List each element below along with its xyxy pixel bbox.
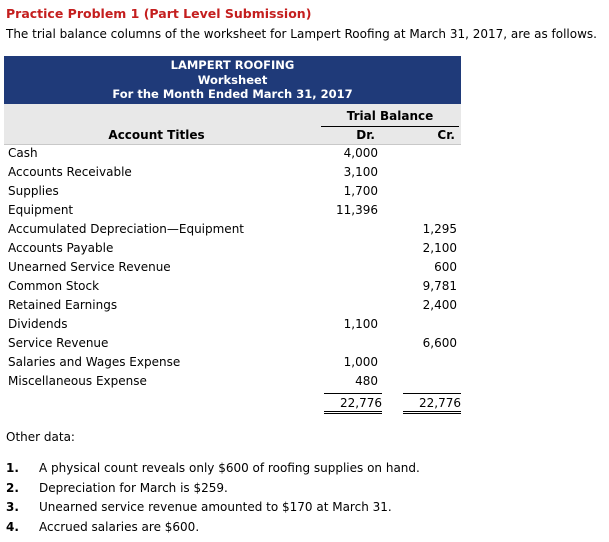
- table-row: Accumulated Depreciation—Equipment 1,295: [4, 220, 461, 239]
- account-title: Common Stock: [8, 279, 100, 293]
- table-row: Retained Earnings 2,400: [4, 296, 461, 315]
- credit-amount: 600: [434, 260, 457, 274]
- account-title: Service Revenue: [8, 336, 109, 350]
- total-credit: 22,776: [403, 393, 461, 414]
- table-row: Supplies 1,700: [4, 182, 461, 201]
- item-text: Depreciation for March is $259.: [39, 480, 228, 495]
- credit-amount: 6,600: [422, 336, 457, 350]
- item-number: 1.: [6, 461, 19, 475]
- table-row: Service Revenue 6,600: [4, 334, 461, 353]
- debit-amount: 3,100: [343, 165, 378, 179]
- item-number: 4.: [6, 519, 19, 534]
- table-row: Equipment 11,396: [4, 201, 461, 220]
- account-title: Salaries and Wages Expense: [8, 355, 181, 369]
- credit-amount: 1,295: [422, 222, 457, 236]
- debit-amount: 4,000: [343, 146, 378, 160]
- intro-text: The trial balance columns of the workshe…: [6, 27, 597, 41]
- account-titles-label: Account Titles: [108, 128, 205, 142]
- debit-amount: 1,700: [343, 184, 378, 198]
- debit-amount: 11,396: [336, 203, 378, 217]
- account-title: Unearned Service Revenue: [8, 260, 171, 274]
- table-row: Unearned Service Revenue 600: [4, 258, 461, 277]
- table-row: Common Stock 9,781: [4, 277, 461, 296]
- credit-amount: 2,400: [422, 298, 457, 312]
- credit-label: Cr.: [437, 128, 455, 142]
- worksheet-rows: Cash 4,000 Accounts Receivable 3,100 Suppl…: [4, 144, 461, 391]
- worksheet-header: LAMPERT ROOFING Worksheet For the Month …: [4, 56, 461, 104]
- column-header: Trial Balance Account Titles Dr. Cr.: [4, 104, 461, 145]
- debit-amount: 1,000: [343, 355, 378, 369]
- table-row: Miscellaneous Expense 480: [4, 372, 461, 391]
- account-title: Retained Earnings: [8, 298, 118, 312]
- account-title: Equipment: [8, 203, 74, 217]
- account-title: Miscellaneous Expense: [8, 374, 147, 388]
- trial-balance-label: Trial Balance: [321, 109, 459, 127]
- worksheet-table: LAMPERT ROOFING Worksheet For the Month …: [4, 56, 461, 145]
- table-row: Dividends 1,100: [4, 315, 461, 334]
- account-title: Cash: [8, 146, 38, 160]
- page-title: Practice Problem 1 (Part Level Submissio…: [6, 6, 312, 21]
- account-title: Dividends: [8, 317, 68, 331]
- account-title: Accumulated Depreciation—Equipment: [8, 222, 245, 236]
- debit-amount: 480: [355, 374, 378, 388]
- item-text: Accrued salaries are $600.: [39, 519, 200, 534]
- credit-amount: 2,100: [422, 241, 457, 255]
- table-row: Salaries and Wages Expense 1,000: [4, 353, 461, 372]
- total-debit: 22,776: [324, 393, 382, 414]
- table-row: Cash 4,000: [4, 144, 461, 163]
- worksheet-period: For the Month Ended March 31, 2017: [112, 87, 353, 101]
- worksheet-name: Worksheet: [197, 72, 268, 87]
- credit-amount: 9,781: [422, 279, 457, 293]
- table-row: Accounts Payable 2,100: [4, 239, 461, 258]
- table-row: Accounts Receivable 3,100: [4, 163, 461, 182]
- item-number: 3.: [6, 500, 19, 514]
- company-name: LAMPERT ROOFING: [170, 58, 295, 72]
- account-title: Supplies: [8, 184, 59, 198]
- account-title: Accounts Receivable: [8, 165, 132, 179]
- debit-label: Dr.: [356, 128, 375, 142]
- totals-row: 22,776 22,776: [4, 393, 461, 414]
- other-data-label: Other data:: [6, 430, 75, 444]
- item-text: A physical count reveals only $600 of ro…: [39, 461, 420, 475]
- account-title: Accounts Payable: [8, 241, 114, 255]
- item-number: 2.: [6, 480, 19, 495]
- item-text: Unearned service revenue amounted to $17…: [39, 500, 392, 514]
- debit-amount: 1,100: [343, 317, 378, 331]
